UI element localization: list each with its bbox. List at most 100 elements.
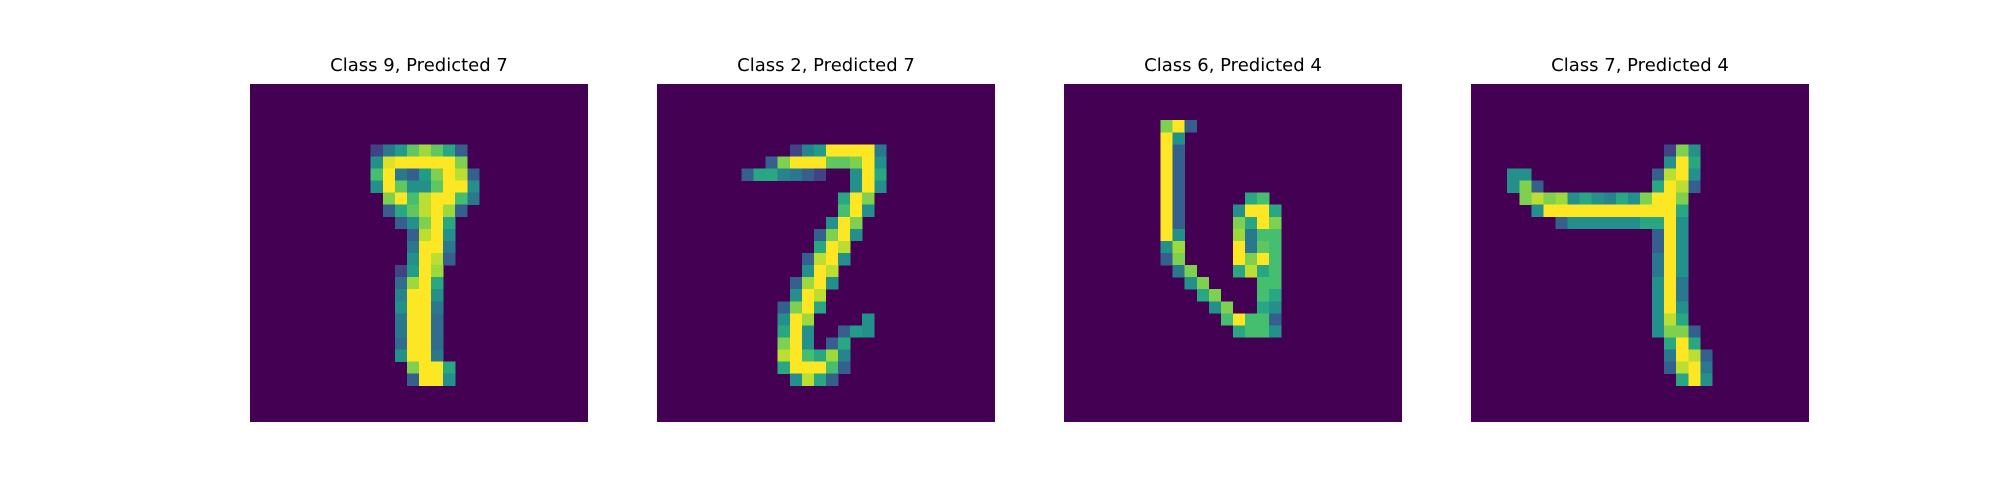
pixel-cell xyxy=(1160,120,1173,133)
pixel-cell xyxy=(850,228,863,242)
pixel-cell xyxy=(1652,325,1665,338)
pixel-cell xyxy=(1160,168,1173,181)
pixel-cell xyxy=(862,156,875,169)
pixel-cell xyxy=(838,192,851,205)
pixel-cell xyxy=(1688,180,1701,193)
pixel-cell xyxy=(874,180,887,193)
pixel-cell xyxy=(862,168,875,181)
pixel-cell xyxy=(826,361,839,374)
pixel-cell xyxy=(1640,204,1653,218)
pixel-cell xyxy=(801,301,815,314)
pixel-cell xyxy=(1567,204,1580,218)
pixel-cell xyxy=(443,216,456,230)
pixel-cell xyxy=(753,168,766,181)
pixel-cell xyxy=(1172,144,1185,157)
pixel-cell xyxy=(431,373,444,387)
pixel-cell xyxy=(431,228,444,242)
pixel-cell xyxy=(394,168,408,181)
pixel-cell xyxy=(1676,337,1689,350)
pixel-cell xyxy=(1245,204,1258,218)
pixel-cell xyxy=(862,325,875,338)
pixel-cell xyxy=(813,289,827,302)
pixel-cell xyxy=(406,349,420,362)
pixel-cell xyxy=(406,373,420,387)
panel-title: Class 9, Predicted 7 xyxy=(330,55,508,76)
pixel-cell xyxy=(789,289,803,302)
pixel-cell xyxy=(1664,277,1677,290)
pixel-cell xyxy=(801,277,815,290)
pixel-cell xyxy=(1615,216,1629,230)
pixel-cell xyxy=(850,325,863,338)
pixel-cell xyxy=(1531,180,1544,193)
pixel-cell xyxy=(777,168,791,181)
pixel-cell xyxy=(1664,180,1677,193)
pixel-cell xyxy=(1627,204,1641,218)
pixel-cell xyxy=(1688,156,1701,169)
pixel-cell xyxy=(406,265,420,278)
pixel-cell xyxy=(1640,192,1653,205)
pixel-cell xyxy=(406,361,420,374)
pixel-cell xyxy=(777,156,791,169)
pixel-cell xyxy=(1652,228,1665,242)
pixel-cell xyxy=(1664,216,1677,230)
pixel-cell xyxy=(1172,253,1185,266)
pixel-cell xyxy=(1196,277,1210,290)
pixel-cell xyxy=(1664,168,1677,181)
pixel-cell xyxy=(1688,349,1701,362)
pixel-cell xyxy=(1652,253,1665,266)
pixel-cell xyxy=(1603,204,1617,218)
pixel-cell xyxy=(431,204,444,218)
pixel-cell xyxy=(850,180,863,193)
pixel-cell xyxy=(826,156,839,169)
pixel-cell xyxy=(431,337,444,350)
pixel-cell xyxy=(1676,313,1689,326)
pixel-cell xyxy=(443,240,456,254)
pixel-cell xyxy=(431,265,444,278)
pixel-cell xyxy=(1257,265,1270,278)
pixel-cell xyxy=(1531,192,1544,205)
pixel-cell xyxy=(1269,253,1282,266)
pixel-cell xyxy=(1652,168,1665,181)
pixel-cell xyxy=(419,228,432,242)
pixel-cell xyxy=(394,277,408,290)
pixel-cell xyxy=(1676,265,1689,278)
pixel-cell xyxy=(850,204,863,218)
pixel-cell xyxy=(1676,144,1689,157)
pixel-cell xyxy=(1664,192,1677,205)
panel-title: Class 6, Predicted 4 xyxy=(1144,55,1322,76)
pixel-cell xyxy=(1591,204,1605,218)
pixel-cell xyxy=(1615,192,1629,205)
pixel-cell xyxy=(777,301,791,314)
pixel-cell xyxy=(406,144,420,157)
pixel-cell xyxy=(1652,204,1665,218)
pixel-cell xyxy=(431,277,444,290)
pixel-cell xyxy=(419,325,432,338)
pixel-cell xyxy=(777,349,791,362)
pixel-cell xyxy=(1257,253,1270,266)
pixel-cell xyxy=(419,277,432,290)
pixel-cell xyxy=(801,253,815,266)
pixel-cell xyxy=(1257,301,1270,314)
pixel-cell xyxy=(801,361,815,374)
pixel-cell xyxy=(826,240,839,254)
pixel-cell xyxy=(1233,228,1246,242)
pixel-cell xyxy=(1652,277,1665,290)
pixel-cell xyxy=(419,144,432,157)
pixel-cell xyxy=(1615,204,1629,218)
pixel-cell xyxy=(789,277,803,290)
pixel-cell xyxy=(801,265,815,278)
pixel-cell xyxy=(1233,240,1246,254)
pixel-cell xyxy=(1676,228,1689,242)
pixel-cell xyxy=(419,253,432,266)
pixel-cell xyxy=(1676,253,1689,266)
pixel-cell xyxy=(382,168,396,181)
pixel-cell xyxy=(370,156,384,169)
pixel-cell xyxy=(1257,228,1270,242)
pixel-cell xyxy=(1555,192,1568,205)
pixel-cell xyxy=(838,156,851,169)
pixel-cell xyxy=(1664,156,1677,169)
pixel-cell xyxy=(443,144,456,157)
pixel-cell xyxy=(1245,228,1258,242)
panel-title: Class 7, Predicted 4 xyxy=(1551,55,1729,76)
pixel-cell xyxy=(1579,192,1592,205)
